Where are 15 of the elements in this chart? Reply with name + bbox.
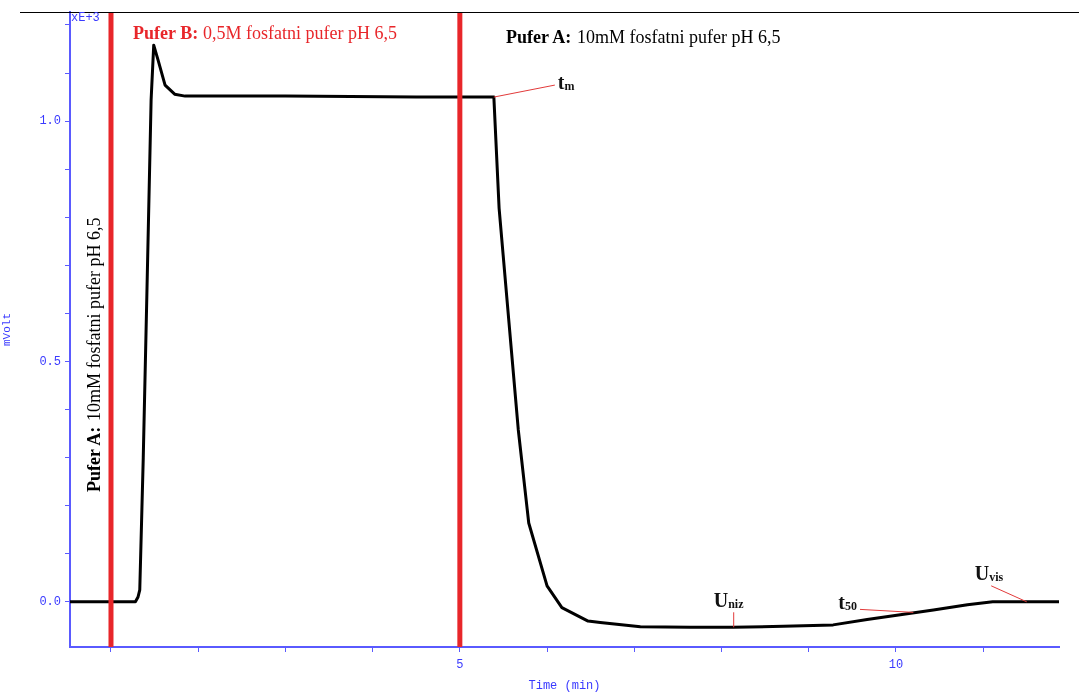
x-tick-label: 5 — [456, 658, 464, 673]
annotation: xE+3 — [71, 11, 100, 26]
y-axis-title: mVolt — [0, 312, 13, 347]
annotation: Pufer B: 0,5M fosfatni pufer pH 6,5 — [133, 22, 397, 43]
annotation: Pufer A: 10mM fosfatni pufer pH 6,5 — [83, 217, 104, 492]
annotation: tm — [557, 71, 575, 94]
x-tick-label: 10 — [888, 658, 904, 673]
annotation: Uvis — [974, 561, 1004, 584]
y-tick-label: 0.5 — [39, 354, 61, 369]
annotation: Uniz — [713, 589, 745, 612]
y-tick-label: 1.0 — [39, 114, 61, 129]
annotation: Pufer A: 10mM fosfatni pufer pH 6,5 — [506, 26, 781, 47]
annotation: t50 — [838, 591, 858, 614]
y-tick-label: 0.0 — [39, 594, 61, 609]
x-axis-title: Time (min) — [528, 678, 601, 693]
